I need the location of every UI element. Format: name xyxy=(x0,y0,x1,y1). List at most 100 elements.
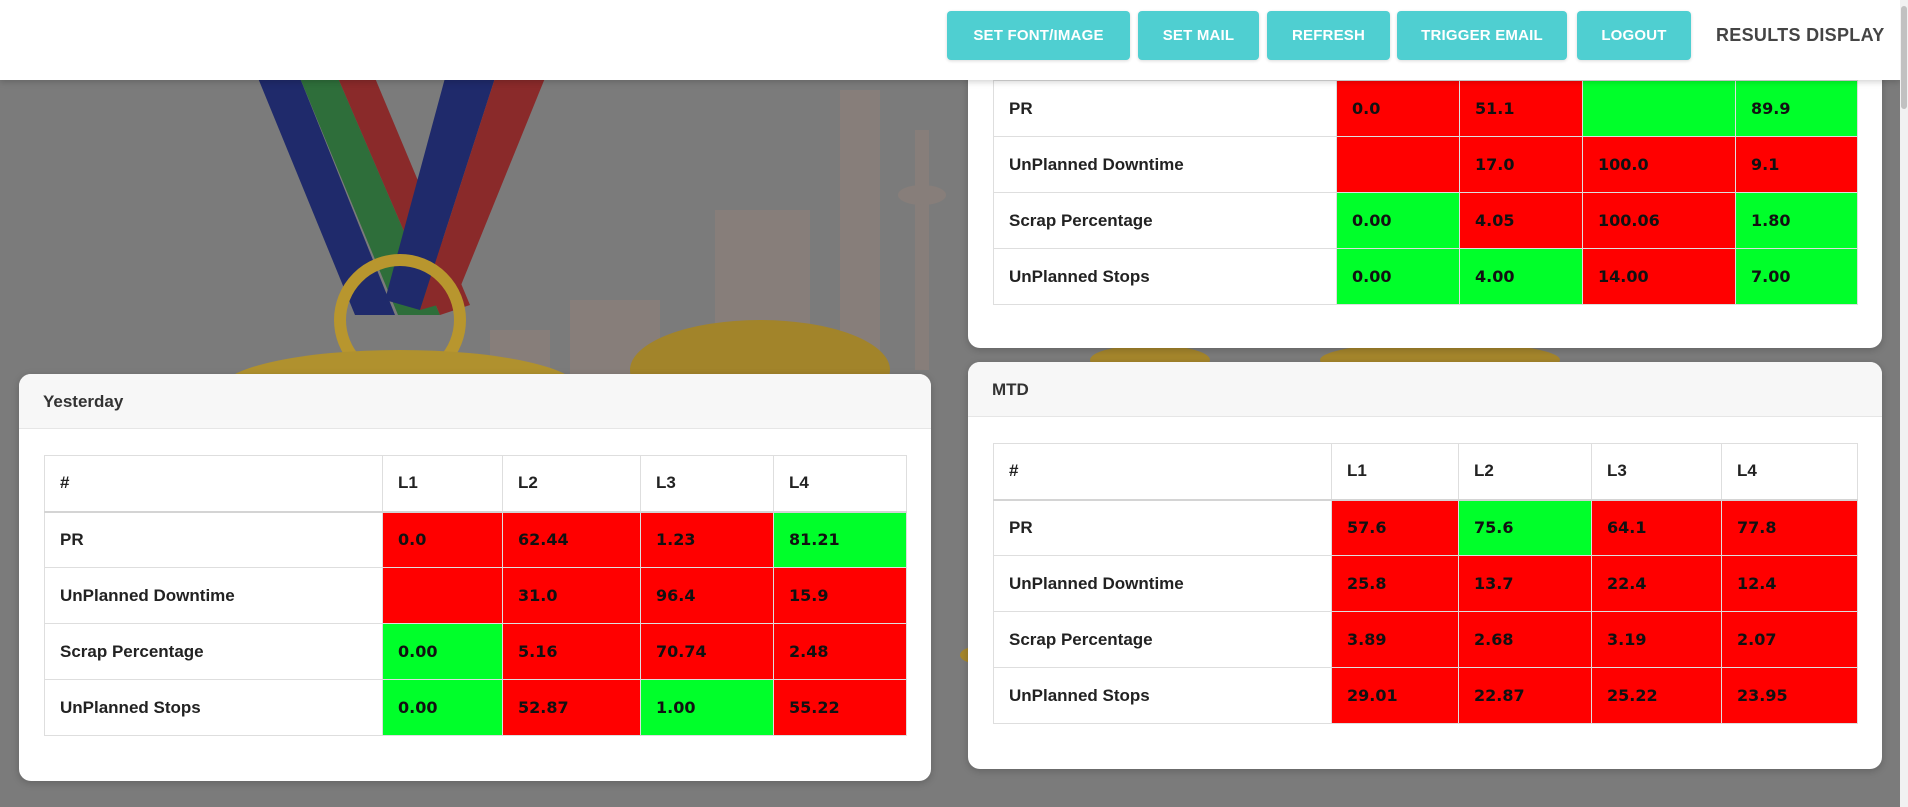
row-label: PR xyxy=(993,499,1332,556)
row-label: UnPlanned Downtime xyxy=(993,555,1332,612)
cell-l2: 22.87 xyxy=(1458,667,1592,724)
table-row: UnPlanned Downtime 25.8 13.7 22.4 12.4 xyxy=(993,555,1858,612)
today-table-body: PR 0.0 51.1 89.9 UnPlanned Downtime 17.0… xyxy=(993,80,1858,305)
row-label: PR xyxy=(44,511,383,568)
row-label: PR xyxy=(993,80,1337,137)
cell-l2: 31.0 xyxy=(502,567,641,624)
card-title: Yesterday xyxy=(19,374,931,429)
cell-l1 xyxy=(1336,136,1460,193)
cell-l3: 70.74 xyxy=(640,623,774,680)
top-navbar: SET FONT/IMAGE SET MAIL REFRESH TRIGGER … xyxy=(0,0,1900,80)
card-title: MTD xyxy=(968,362,1882,417)
column-header: L4 xyxy=(773,455,907,513)
cell-l4: 77.8 xyxy=(1721,499,1858,556)
yesterday-table-body: PR 0.0 62.44 1.23 81.21 UnPlanned Downti… xyxy=(44,511,907,736)
column-header: L4 xyxy=(1721,443,1858,501)
cell-l4: 9.1 xyxy=(1735,136,1858,193)
today-card: PR 0.0 51.1 89.9 UnPlanned Downtime 17.0… xyxy=(968,20,1882,348)
table-row: UnPlanned Downtime 17.0 100.0 9.1 xyxy=(993,136,1858,193)
cell-l4: 23.95 xyxy=(1721,667,1858,724)
cell-l1: 0.0 xyxy=(1336,80,1460,137)
cell-l3: 1.00 xyxy=(640,679,774,736)
table-row: UnPlanned Stops 0.00 4.00 14.00 7.00 xyxy=(993,248,1858,305)
cell-l4: 89.9 xyxy=(1735,80,1858,137)
cell-l3: 14.00 xyxy=(1582,248,1736,305)
table-row: UnPlanned Stops 29.01 22.87 25.22 23.95 xyxy=(993,667,1858,724)
cell-l4: 12.4 xyxy=(1721,555,1858,612)
cell-l3: 64.1 xyxy=(1591,499,1722,556)
cell-l3: 100.0 xyxy=(1582,136,1736,193)
cell-l2: 13.7 xyxy=(1458,555,1592,612)
mtd-table: # L1 L2 L3 L4 PR 57.6 75.6 64.1 77.8 UnP… xyxy=(993,443,1858,724)
row-label: Scrap Percentage xyxy=(44,623,383,680)
mtd-table-head: # L1 L2 L3 L4 xyxy=(993,443,1858,501)
yesterday-table: # L1 L2 L3 L4 PR 0.0 62.44 1.23 81.21 Un… xyxy=(44,455,907,736)
cell-l4: 7.00 xyxy=(1735,248,1858,305)
table-header-row: # L1 L2 L3 L4 xyxy=(44,455,907,513)
cell-l3: 1.23 xyxy=(640,511,774,568)
column-header: L1 xyxy=(1331,443,1459,501)
cell-l4: 81.21 xyxy=(773,511,907,568)
cell-l3: 96.4 xyxy=(640,567,774,624)
cell-l2: 4.00 xyxy=(1459,248,1583,305)
cell-l3: 100.06 xyxy=(1582,192,1736,249)
mtd-card: MTD # L1 L2 L3 L4 PR 57.6 75.6 64.1 77.8… xyxy=(968,362,1882,769)
row-label: Scrap Percentage xyxy=(993,611,1332,668)
cell-l3: 3.19 xyxy=(1591,611,1722,668)
column-header: L3 xyxy=(1591,443,1722,501)
table-row: PR 0.0 51.1 89.9 xyxy=(993,80,1858,137)
trigger-email-button[interactable]: TRIGGER EMAIL xyxy=(1397,11,1567,60)
table-row: Scrap Percentage 3.89 2.68 3.19 2.07 xyxy=(993,611,1858,668)
cell-l4: 55.22 xyxy=(773,679,907,736)
row-label: UnPlanned Stops xyxy=(993,667,1332,724)
cell-l2: 5.16 xyxy=(502,623,641,680)
row-label: UnPlanned Downtime xyxy=(44,567,383,624)
set-mail-button[interactable]: SET MAIL xyxy=(1138,11,1259,60)
cell-l4: 2.07 xyxy=(1721,611,1858,668)
cell-l2: 17.0 xyxy=(1459,136,1583,193)
row-label: UnPlanned Stops xyxy=(44,679,383,736)
table-row: Scrap Percentage 0.00 4.05 100.06 1.80 xyxy=(993,192,1858,249)
column-header: L3 xyxy=(640,455,774,513)
cell-l2: 51.1 xyxy=(1459,80,1583,137)
cell-l1: 0.0 xyxy=(382,511,503,568)
city-skyline-graphic xyxy=(490,90,946,390)
cell-l2: 4.05 xyxy=(1459,192,1583,249)
page-scrollbar[interactable] xyxy=(1900,0,1908,807)
set-font-image-button[interactable]: SET FONT/IMAGE xyxy=(947,11,1130,60)
app-brand-title: RESULTS DISPLAY xyxy=(1716,25,1885,45)
cell-l4: 2.48 xyxy=(773,623,907,680)
cell-l3: 25.22 xyxy=(1591,667,1722,724)
cell-l1: 0.00 xyxy=(1336,192,1460,249)
cell-l1: 0.00 xyxy=(1336,248,1460,305)
row-label: UnPlanned Stops xyxy=(993,248,1337,305)
column-header: # xyxy=(993,443,1332,501)
yesterday-table-head: # L1 L2 L3 L4 xyxy=(44,455,907,513)
refresh-button[interactable]: REFRESH xyxy=(1267,11,1390,60)
row-label: Scrap Percentage xyxy=(993,192,1337,249)
cell-l3 xyxy=(1582,80,1736,137)
cell-l1: 0.00 xyxy=(382,679,503,736)
table-row: UnPlanned Stops 0.00 52.87 1.00 55.22 xyxy=(44,679,907,736)
row-label: UnPlanned Downtime xyxy=(993,136,1337,193)
cell-l2: 52.87 xyxy=(502,679,641,736)
cell-l4: 1.80 xyxy=(1735,192,1858,249)
table-row: UnPlanned Downtime 31.0 96.4 15.9 xyxy=(44,567,907,624)
cell-l1: 25.8 xyxy=(1331,555,1459,612)
table-header-row: # L1 L2 L3 L4 xyxy=(993,443,1858,501)
column-header: L2 xyxy=(502,455,641,513)
cell-l2: 62.44 xyxy=(502,511,641,568)
cell-l1: 3.89 xyxy=(1331,611,1459,668)
column-header: L2 xyxy=(1458,443,1592,501)
cell-l1: 57.6 xyxy=(1331,499,1459,556)
today-table: PR 0.0 51.1 89.9 UnPlanned Downtime 17.0… xyxy=(993,80,1858,305)
column-header: # xyxy=(44,455,383,513)
logout-button[interactable]: LOGOUT xyxy=(1577,11,1691,60)
cell-l2: 75.6 xyxy=(1458,499,1592,556)
table-row: PR 57.6 75.6 64.1 77.8 xyxy=(993,499,1858,556)
column-header: L1 xyxy=(382,455,503,513)
table-row: PR 0.0 62.44 1.23 81.21 xyxy=(44,511,907,568)
cell-l4: 15.9 xyxy=(773,567,907,624)
scrollbar-thumb[interactable] xyxy=(1901,6,1907,109)
cell-l1: 0.00 xyxy=(382,623,503,680)
